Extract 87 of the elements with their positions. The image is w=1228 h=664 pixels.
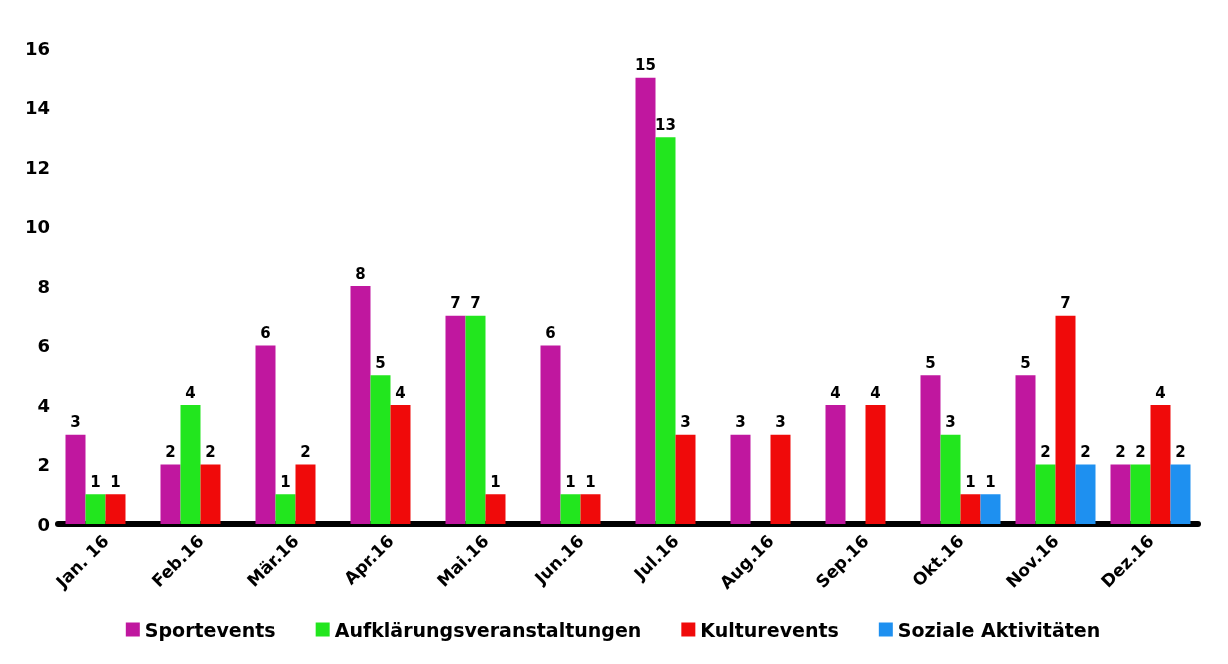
bar (65, 434, 86, 524)
bar (370, 375, 391, 524)
data-label: 4 (1155, 383, 1166, 402)
data-label: 6 (260, 324, 271, 342)
data-label: 5 (375, 353, 386, 372)
legend-label: Sportevents (144, 618, 276, 641)
y-tick-label: 6 (37, 335, 50, 356)
data-label: 5 (1020, 353, 1031, 372)
bar (485, 494, 506, 524)
bar (560, 494, 581, 524)
data-label: 6 (545, 324, 556, 342)
bar (1075, 464, 1096, 524)
bar (635, 77, 656, 524)
bar (295, 464, 316, 524)
legend-label: Aufklärungsveranstaltungen (334, 618, 642, 641)
data-label: 3 (775, 413, 786, 432)
bar (85, 494, 106, 524)
data-label: 2 (1135, 443, 1146, 461)
data-label: 2 (1080, 443, 1091, 461)
bar (825, 405, 846, 524)
bar (1055, 315, 1076, 524)
data-label: 1 (565, 472, 576, 491)
data-label: 3 (945, 413, 956, 432)
y-tick-label: 0 (37, 513, 50, 535)
y-tick-label: 14 (24, 97, 50, 118)
bar (675, 434, 696, 524)
bar (1015, 375, 1036, 524)
data-label: 7 (450, 294, 461, 313)
bar (465, 315, 486, 524)
bar (105, 494, 126, 524)
data-label: 4 (185, 383, 196, 402)
bar (655, 137, 676, 524)
bar (1170, 464, 1191, 524)
y-tick-label: 4 (37, 394, 50, 416)
data-label: 1 (90, 472, 101, 491)
y-tick-label: 2 (37, 454, 50, 475)
bar (980, 494, 1001, 524)
bar (920, 375, 941, 524)
data-label: 2 (300, 443, 311, 461)
data-label: 1 (585, 472, 596, 491)
data-label: 3 (680, 413, 691, 432)
data-label: 1 (985, 472, 996, 491)
bar (1110, 464, 1131, 524)
bar (770, 434, 791, 524)
bar (940, 434, 961, 524)
data-label: 4 (395, 383, 406, 402)
bar (160, 464, 181, 524)
data-label: 1 (110, 472, 121, 491)
bar (180, 405, 201, 524)
bar (730, 434, 751, 524)
y-tick-label: 8 (37, 275, 50, 297)
data-label: 5 (925, 353, 936, 372)
data-label: 2 (165, 443, 176, 461)
data-label: 4 (830, 383, 841, 402)
data-label: 1 (965, 472, 976, 491)
data-label: 2 (205, 443, 216, 461)
data-label: 3 (735, 413, 746, 432)
bar (200, 464, 221, 524)
bar (1130, 464, 1151, 524)
bar (390, 405, 411, 524)
bar (865, 405, 886, 524)
data-label: 7 (1060, 294, 1071, 313)
y-tick-label: 10 (24, 216, 50, 237)
data-label: 4 (870, 383, 881, 402)
data-label: 15 (635, 56, 656, 75)
bar (1035, 464, 1056, 524)
data-label: 1 (280, 472, 291, 491)
bar (960, 494, 981, 524)
data-label: 1 (490, 472, 501, 491)
legend-label: Kulturevents (700, 618, 839, 641)
bar (350, 286, 371, 524)
y-tick-label: 12 (24, 156, 50, 178)
data-label: 2 (1175, 443, 1186, 461)
bar (275, 494, 296, 524)
data-label: 8 (355, 264, 366, 283)
legend-label: Soziale Aktivitäten (897, 618, 1101, 641)
bar (255, 345, 276, 524)
data-label: 7 (470, 294, 481, 313)
data-label: 13 (655, 115, 676, 134)
bar (1150, 405, 1171, 524)
data-label: 2 (1040, 443, 1051, 461)
bar (580, 494, 601, 524)
bar (445, 315, 466, 524)
data-label: 3 (70, 413, 81, 432)
data-label: 2 (1115, 443, 1126, 461)
bar (540, 345, 561, 524)
y-tick-label: 16 (24, 37, 50, 59)
